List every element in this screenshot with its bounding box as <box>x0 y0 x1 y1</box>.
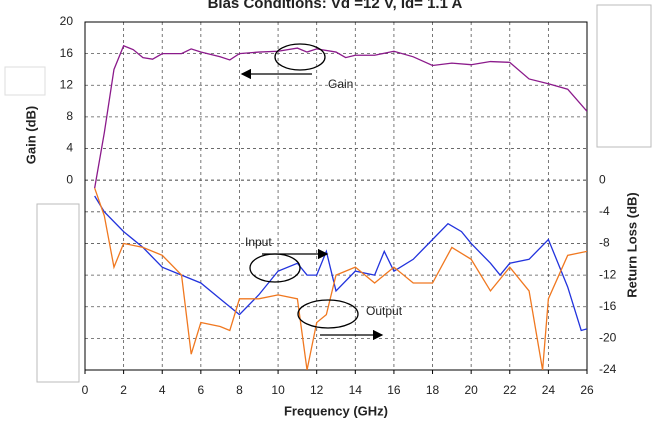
overlay-box <box>596 4 652 148</box>
y-tick-label: 20 <box>60 14 74 28</box>
plot-frame <box>84 21 588 371</box>
x-tick-label: 4 <box>159 383 166 397</box>
x-tick-label: 26 <box>580 383 594 397</box>
overlay-box <box>36 203 80 383</box>
overlay-box <box>4 66 46 96</box>
x-tick-label: 20 <box>464 383 478 397</box>
y2-tick-label: -8 <box>599 236 610 250</box>
annotation: Output <box>366 304 403 318</box>
x-tick-label: 2 <box>120 383 127 397</box>
annotation: Input <box>245 235 272 249</box>
y-tick-label: 12 <box>60 77 74 91</box>
x-tick-label: 6 <box>198 383 205 397</box>
x-tick-label: 18 <box>426 383 440 397</box>
y2-tick-label: 0 <box>599 172 606 186</box>
annotation: Gain <box>328 77 353 91</box>
x-tick-label: 0 <box>82 383 89 397</box>
x-tick-label: 24 <box>542 383 556 397</box>
y2-axis-label: Return Loss (dB) <box>624 192 639 297</box>
annotation-ellipse <box>249 253 301 283</box>
annotation-ellipse <box>274 43 326 71</box>
x-tick-label: 14 <box>349 383 363 397</box>
y2-tick-label: -4 <box>599 204 610 218</box>
y-tick-label: 8 <box>66 109 73 123</box>
y-axis-label: Gain (dB) <box>23 106 38 165</box>
y2-tick-label: -12 <box>599 267 617 281</box>
x-tick-label: 16 <box>387 383 401 397</box>
annotation-ellipse <box>297 299 359 329</box>
y2-tick-label: -24 <box>599 362 617 376</box>
x-tick-label: 8 <box>236 383 243 397</box>
series-line <box>94 195 587 332</box>
chart-title: Bias Conditions: Vd =12 V, Id= 1.1 A <box>208 0 463 12</box>
series-line <box>94 44 587 189</box>
x-tick-label: 10 <box>271 383 285 397</box>
y-tick-label: 0 <box>66 172 73 186</box>
y2-tick-label: -16 <box>599 299 617 313</box>
x-axis-label: Frequency (GHz) <box>284 403 388 418</box>
y-tick-label: 4 <box>66 141 73 155</box>
x-tick-label: 12 <box>310 383 324 397</box>
series-line <box>94 187 587 370</box>
x-tick-label: 22 <box>503 383 517 397</box>
y-tick-label: 16 <box>60 46 74 60</box>
y2-tick-label: -20 <box>599 331 617 345</box>
